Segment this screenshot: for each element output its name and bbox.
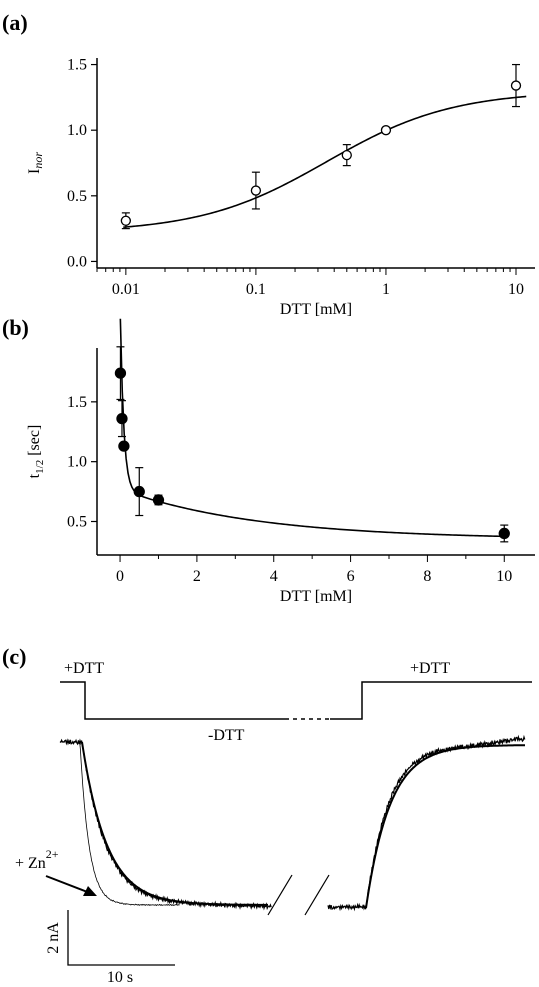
panel-b-x-label: DTT [mM] <box>280 588 352 605</box>
dtt-on-left-label: +DTT <box>64 660 104 677</box>
a-data-point <box>120 215 132 226</box>
b-ytick-label: 1.0 <box>67 454 87 471</box>
panel-a-x-label: DTT [mM] <box>280 301 352 318</box>
b-data-point <box>114 367 127 379</box>
panel-b-points <box>114 346 510 543</box>
panel-b-ticks: 0.5 1.0 1.5 0 2 4 6 8 10 <box>67 394 512 585</box>
dtt-off-label: -DTT <box>208 727 245 744</box>
zinc-arrow-shaft <box>45 875 91 894</box>
scale-bar-vertical-label: 2 nA <box>45 922 62 954</box>
b-xtick-label: 4 <box>270 568 278 585</box>
panel-a-ticks: 0.0 0.5 1.0 1.5 0.01 0.1 1 10 <box>67 57 524 298</box>
panel-b-y-label: t1/2 [sec] <box>26 425 46 479</box>
panel-a-y-label-sub: nor <box>31 152 45 169</box>
panel-b-chart: 0.5 1.0 1.5 0 2 4 6 8 10 DTT [mM] t1/2 [sec] <box>26 318 535 605</box>
scale-bar <box>67 910 175 966</box>
panel-b-y-label-sub: 1/2 <box>34 460 46 474</box>
panel-a-fit-curve <box>123 95 527 229</box>
a-xtick-label: 0.01 <box>112 281 140 298</box>
a-data-point <box>510 80 522 91</box>
panel-b-y-label-main: t <box>26 473 43 478</box>
panel-c-label: (c) <box>2 644 26 669</box>
scale-bar-horizontal-label: 10 s <box>107 969 133 986</box>
zinc-label-superscript: 2+ <box>46 847 59 861</box>
zinc-label: + Zn2+ <box>15 847 59 872</box>
a-ytick-label: 1.0 <box>67 122 87 139</box>
a-ytick-label: 0.5 <box>67 188 87 205</box>
b-data-point <box>152 494 165 506</box>
b-ytick-label: 1.5 <box>67 394 87 411</box>
b-data-point <box>498 527 510 540</box>
dtt-on-right-label: +DTT <box>410 660 450 677</box>
fit-curve-decay <box>81 741 268 906</box>
b-xtick-label: 2 <box>193 568 201 585</box>
b-ytick-label: 0.5 <box>67 513 87 530</box>
b-xtick-label: 0 <box>116 568 124 585</box>
current-trace-left <box>59 738 272 911</box>
a-data-point <box>250 185 262 196</box>
panel-a-points <box>120 63 522 230</box>
panel-a-y-label-main: I <box>26 169 43 174</box>
a-data-point <box>380 125 392 136</box>
axis-break-mark-left <box>267 874 293 916</box>
axis-break-mark-right <box>304 874 330 916</box>
b-data-point <box>118 440 130 452</box>
panel-b-label: (b) <box>2 315 29 340</box>
panel-a-chart: 0.0 0.5 1.0 1.5 0.01 0.1 1 10 DTT [mM] Inor <box>26 57 535 318</box>
b-xtick-label: 8 <box>423 568 431 585</box>
b-xtick-label: 10 <box>496 568 512 585</box>
panel-c-traces: +DTT -DTT +DTT + Zn2+ 2 nA 10 s <box>15 660 532 986</box>
b-data-point <box>116 412 128 425</box>
zinc-arrow-head <box>83 886 97 896</box>
panel-a-y-label: Inor <box>26 152 45 174</box>
b-data-point <box>133 485 145 498</box>
dtt-protocol-line-left <box>60 681 285 720</box>
current-trace-fast-decay <box>77 740 180 907</box>
a-ytick-label: 1.5 <box>67 57 87 74</box>
a-data-point <box>341 149 352 161</box>
fit-curve-recovery <box>365 744 525 909</box>
zinc-label-base: + Zn <box>15 855 46 872</box>
panel-a-label: (a) <box>2 10 28 35</box>
b-xtick-label: 6 <box>347 568 355 585</box>
a-ytick-label: 0.0 <box>67 253 87 270</box>
panel-b-y-label-unit: [sec] <box>26 425 43 460</box>
current-trace-right <box>327 734 526 912</box>
panel-b-fit-curve <box>119 318 505 538</box>
a-xtick-label: 1 <box>382 281 390 298</box>
a-xtick-label: 10 <box>508 281 524 298</box>
a-xtick-label: 0.1 <box>246 281 266 298</box>
dtt-protocol-line-right <box>330 681 532 720</box>
